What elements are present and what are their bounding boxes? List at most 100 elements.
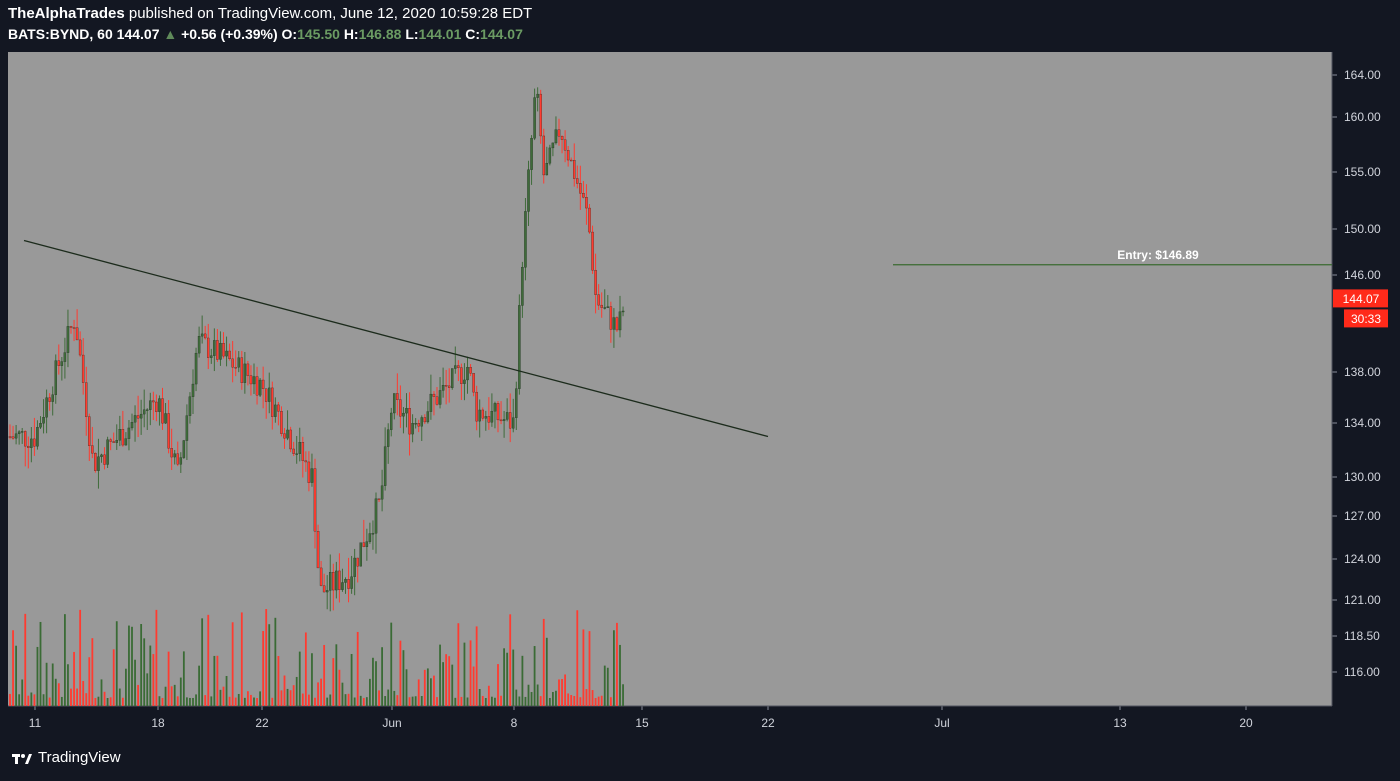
candle-body (301, 442, 305, 461)
candle-body (539, 93, 542, 137)
candle-body (136, 415, 140, 419)
candle-body (557, 129, 561, 137)
open-label: O: (281, 26, 298, 42)
symbol-label[interactable]: BATS:BYND, 60 (8, 26, 113, 42)
candle-body (36, 427, 39, 447)
volume-bar (542, 618, 545, 706)
volume-bar (558, 679, 560, 706)
volume-bar (70, 688, 72, 706)
volume-bar (219, 689, 222, 706)
publisher-name[interactable]: TheAlphaTrades (8, 5, 125, 22)
volume-bar (298, 651, 301, 706)
volume-bar (64, 614, 66, 706)
volume-bar (234, 697, 237, 706)
volume-bar (408, 697, 411, 706)
candle-body (222, 343, 225, 357)
volume-bar (45, 662, 48, 706)
candle-body (594, 270, 597, 295)
volume-bar (436, 697, 438, 706)
brand-name[interactable]: TradingView (38, 749, 121, 766)
volume-bar (582, 629, 585, 706)
volume-bar (152, 654, 155, 706)
volume-bar (591, 690, 594, 706)
candle-body (39, 423, 42, 428)
candle-body (469, 367, 472, 374)
volume-bar (494, 697, 496, 706)
candle-body (170, 448, 173, 458)
volume-bar (512, 649, 515, 706)
candle-body (463, 379, 466, 384)
candle-body (246, 363, 250, 376)
volume-bar (619, 644, 621, 706)
change-value: +0.56 (+0.39%) (181, 26, 278, 42)
volume-bar (112, 649, 115, 706)
volume-bar (487, 685, 490, 706)
candle-body (142, 409, 146, 415)
candle-body (304, 460, 308, 463)
candle-body (566, 150, 570, 161)
candle-body (524, 211, 527, 268)
volume-bar (207, 614, 210, 706)
volume-bar (85, 693, 88, 706)
volume-bar (213, 655, 216, 706)
candle-body (615, 317, 619, 331)
volume-bar (527, 684, 530, 706)
candle-body (325, 590, 329, 593)
volume-bar (460, 696, 463, 706)
candle-body (408, 408, 411, 435)
candle-body (106, 439, 109, 465)
volume-bar (323, 644, 326, 706)
published-text: published on TradingView.com, June 12, 2… (128, 5, 533, 22)
volume-bar (448, 656, 451, 706)
time-axis-label: 22 (255, 716, 269, 730)
candle-body (286, 429, 289, 439)
candle-body (399, 399, 402, 417)
volume-bar (365, 697, 368, 706)
volume-bar (228, 696, 231, 706)
volume-bar (179, 677, 182, 706)
candle-body (69, 326, 73, 328)
candle-body (261, 379, 265, 389)
candle-body (606, 306, 610, 308)
candle-body (493, 403, 497, 412)
candle-body (423, 417, 427, 423)
candle-body (316, 531, 320, 569)
volume-bar (350, 653, 353, 706)
candle-body (292, 448, 295, 454)
candle-body (487, 416, 491, 423)
volume-bar (128, 625, 130, 706)
volume-bar (140, 624, 143, 706)
candle-body (243, 363, 247, 383)
candle-body (173, 453, 176, 458)
candle-body (573, 160, 576, 179)
candle-body (502, 419, 506, 421)
price-axis-label: 164.00 (1344, 68, 1381, 82)
volume-bar (237, 693, 240, 706)
candle-body (411, 423, 414, 435)
trendline (23, 239, 769, 438)
volume-bar (137, 684, 139, 706)
candle-body (124, 438, 128, 446)
volume-bar (463, 642, 466, 706)
candle-body (554, 129, 558, 144)
volume-bar (118, 688, 121, 706)
volume-bar (567, 693, 570, 706)
volume-bar (332, 658, 335, 706)
volume-bar (27, 695, 30, 706)
volume-bar (555, 690, 557, 706)
candle-body (63, 352, 67, 362)
candle-body (54, 360, 58, 395)
volume-bar (338, 669, 341, 706)
candle-body (271, 387, 274, 417)
volume-bar (375, 661, 377, 706)
volume-bar (33, 694, 36, 706)
volume-bar (466, 697, 469, 706)
candle-body (444, 385, 448, 387)
candle-body (88, 416, 91, 446)
time-axis-label: 20 (1239, 716, 1253, 730)
volume-bar (509, 614, 512, 706)
candle-body (295, 453, 298, 455)
entry-label: Entry: $146.89 (1117, 248, 1199, 262)
volume-bar (475, 626, 478, 706)
